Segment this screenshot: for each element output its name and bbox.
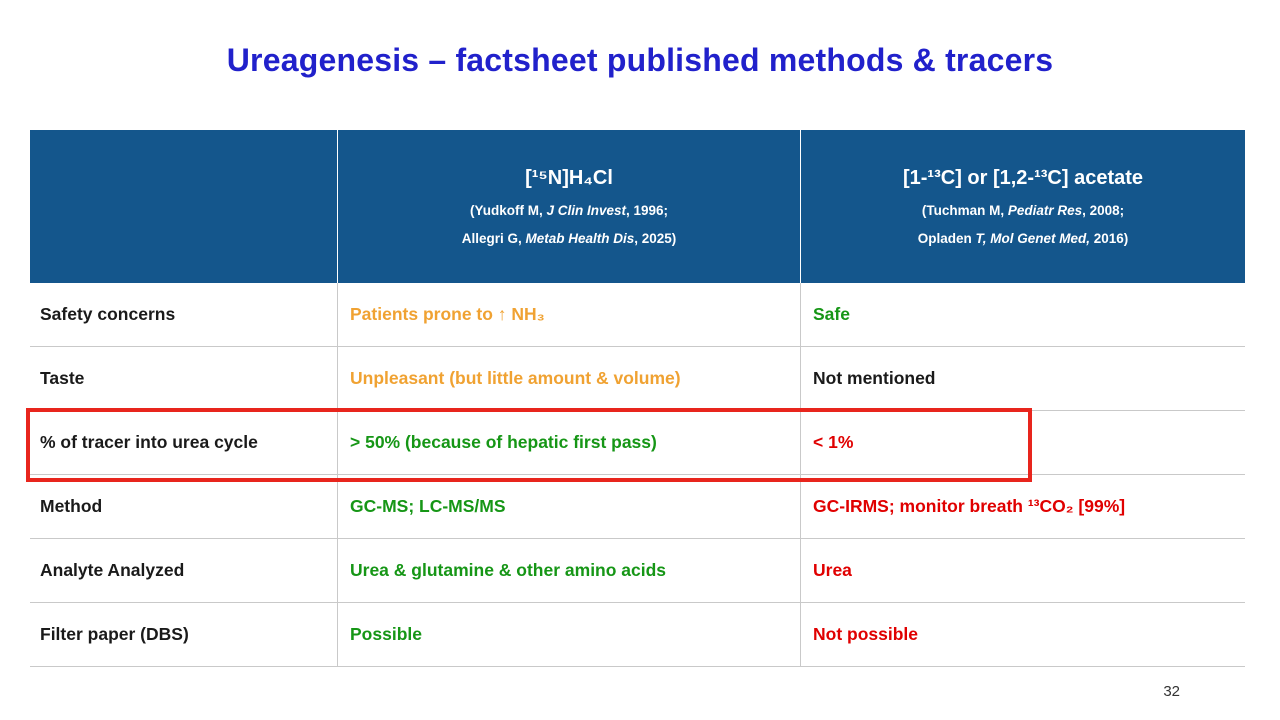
tracer1-value: Urea & glutamine & other amino acids [337,539,800,602]
tracer2-citation-2: Opladen T, Mol Genet Med, 2016) [918,231,1129,246]
row-label: % of tracer into urea cycle [40,432,258,452]
tracer2-title: [1-¹³C] or [1,2-¹³C] acetate [902,167,1144,189]
citation-journal: Metab Health Dis [525,231,635,246]
table-row: Safety concerns Patients prone to ↑ NH₃ … [30,283,1245,347]
tracer2-value: Safe [800,283,1245,346]
header-empty-cell [30,130,337,283]
tracer2-value: Urea [800,539,1245,602]
tracer1-value: Unpleasant (but little amount & volume) [337,347,800,410]
row-label: Method [40,496,103,516]
table-row: Filter paper (DBS) Possible Not possible [30,603,1245,667]
row-label: Analyte Analyzed [40,560,185,580]
tracer1-value: Patients prone to ↑ NH₃ [337,283,800,346]
tracer2-citation-1: (Tuchman M, Pediatr Res, 2008; [922,203,1124,218]
tracer2-value: Not possible [800,603,1245,666]
row-label: Filter paper (DBS) [40,624,189,644]
citation-journal: T, Mol Genet Med, [975,231,1090,246]
citation-text: 2016) [1089,231,1129,246]
header-tracer1-cell: [¹⁵N]H₄Cl (Yudkoff M, J Clin Invest, 199… [337,130,800,283]
citation-text: , 2025) [634,231,677,246]
row-label: Taste [40,368,85,388]
tracer1-title: [¹⁵N]H₄Cl [525,167,613,189]
table-header-row: [¹⁵N]H₄Cl (Yudkoff M, J Clin Invest, 199… [30,130,1245,283]
row-label: Safety concerns [40,304,176,324]
table-row-highlighted: % of tracer into urea cycle > 50% (becau… [30,411,1245,475]
citation-journal: Pediatr Res [1007,203,1083,218]
slide-title: Ureagenesis – factsheet published method… [226,42,1054,78]
citation-text: (Yudkoff M, [469,203,547,218]
citation-text: , 2008; [1082,203,1125,218]
tracer2-value: Not mentioned [800,347,1245,410]
citation-text: , 1996; [626,203,669,218]
comparison-table: [¹⁵N]H₄Cl (Yudkoff M, J Clin Invest, 199… [30,130,1245,667]
tracer1-value: > 50% (because of hepatic first pass) [337,411,800,474]
citation-text: Opladen [917,231,976,246]
table-row: Taste Unpleasant (but little amount & vo… [30,347,1245,411]
page-number: 32 [1163,683,1180,700]
header-tracer2-cell: [1-¹³C] or [1,2-¹³C] acetate (Tuchman M,… [800,130,1245,283]
citation-text: (Tuchman M, [921,203,1008,218]
table-body: Safety concerns Patients prone to ↑ NH₃ … [30,283,1245,667]
table-row: Method GC-MS; LC-MS/MS GC-IRMS; monitor … [30,475,1245,539]
citation-journal: J Clin Invest [546,203,626,218]
tracer2-value: < 1% [800,411,1245,474]
citation-text: Allegri G, [461,231,526,246]
tracer1-citation-1: (Yudkoff M, J Clin Invest, 1996; [470,203,668,218]
tracer1-value: GC-MS; LC-MS/MS [337,475,800,538]
table-row: Analyte Analyzed Urea & glutamine & othe… [30,539,1245,603]
tracer1-citation-2: Allegri G, Metab Health Dis, 2025) [462,231,677,246]
tracer1-value: Possible [337,603,800,666]
tracer2-value: GC-IRMS; monitor breath ¹³CO₂ [99%] [800,475,1245,538]
